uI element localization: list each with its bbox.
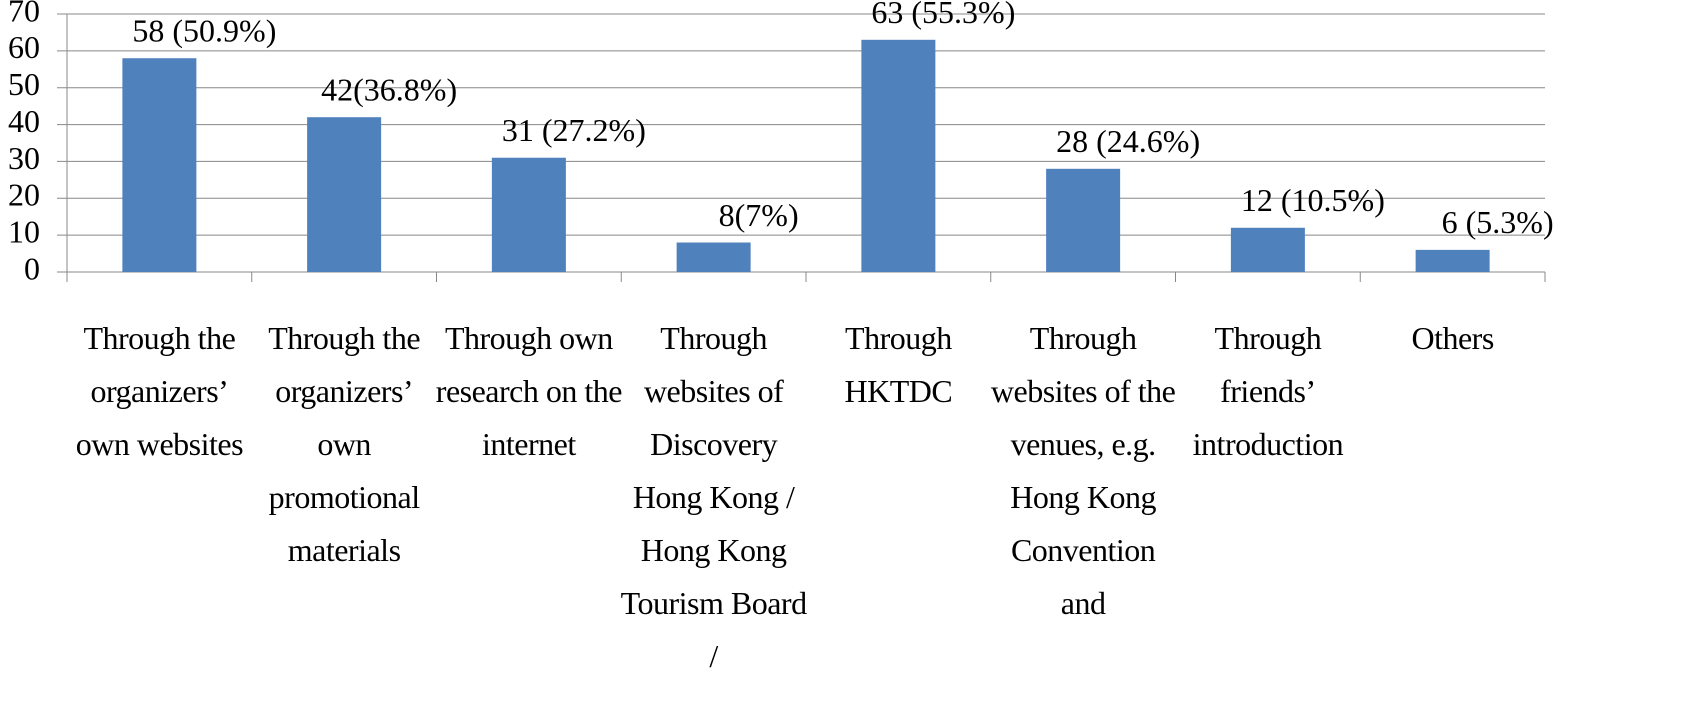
bar <box>1046 168 1121 272</box>
bar <box>1415 249 1490 272</box>
data-label: 31 (27.2%) <box>502 112 646 148</box>
x-tick-label: Through the organizers’ own promotional … <box>268 320 421 568</box>
y-tick-label: 30 <box>8 140 40 176</box>
x-tick-label: Through websites of Discovery Hong Kong … <box>620 320 807 674</box>
data-label: 42(36.8%) <box>321 72 457 108</box>
y-tick-label: 70 <box>8 0 40 28</box>
x-tick-label: Through websites of the venues, e.g. Hon… <box>990 320 1176 621</box>
data-label: 12 (10.5%) <box>1241 182 1385 218</box>
x-tick-label: Through own research on the internet <box>435 320 623 462</box>
x-tick-label: Through friends’ introduction <box>1192 320 1344 462</box>
x-tick-label: Through HKTDC <box>844 320 953 409</box>
y-tick-label: 60 <box>8 29 40 65</box>
y-tick-label: 10 <box>8 213 40 249</box>
bar <box>1230 227 1305 272</box>
data-label: 28 (24.6%) <box>1056 123 1200 159</box>
data-label: 8(7%) <box>719 197 799 233</box>
x-tick-label: Through the organizers’ own websites <box>75 320 244 462</box>
y-tick-label: 50 <box>8 66 40 102</box>
y-tick-label: 20 <box>8 177 40 213</box>
data-label: 6 (5.3%) <box>1442 204 1554 240</box>
bar <box>676 242 751 272</box>
x-tick-label: Others <box>1411 320 1494 356</box>
bar <box>491 157 566 272</box>
bar <box>307 117 382 272</box>
data-label: 58 (50.9%) <box>132 13 276 49</box>
bar <box>122 58 197 272</box>
bar <box>861 39 936 272</box>
data-label: 63 (55.3%) <box>871 0 1015 30</box>
y-tick-label: 40 <box>8 103 40 139</box>
y-tick-label: 0 <box>24 250 40 286</box>
